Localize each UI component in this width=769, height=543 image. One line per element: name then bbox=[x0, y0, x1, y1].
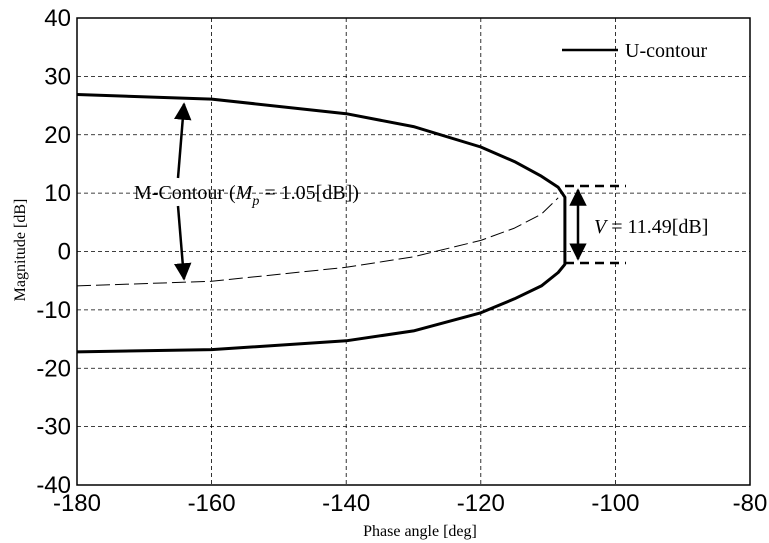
m-contour-subscript: p bbox=[251, 194, 259, 209]
x-tick-label: -140 bbox=[322, 490, 370, 517]
series-line-m-contour bbox=[76, 197, 559, 287]
x-tick-label: -80 bbox=[733, 490, 768, 517]
legend: U-contour bbox=[562, 40, 708, 62]
m-contour-symbol: M bbox=[235, 182, 254, 204]
x-tick-label: -120 bbox=[457, 490, 505, 517]
y-tick-label: -10 bbox=[36, 297, 71, 324]
m-contour-label: M-Contour (Mp = 1.05[dB]) bbox=[134, 182, 359, 209]
grid bbox=[77, 18, 750, 485]
x-tick-label: -100 bbox=[591, 490, 639, 517]
x-tick-label: -180 bbox=[53, 490, 101, 517]
m-contour-label-text: M-Contour ( bbox=[134, 182, 236, 204]
plot-frame bbox=[76, 17, 751, 486]
y-tick-label: -30 bbox=[36, 414, 71, 441]
y-tick-label: -40 bbox=[36, 472, 71, 499]
y-tick-label: -20 bbox=[36, 355, 71, 382]
y-tick-label: 40 bbox=[44, 5, 71, 32]
y-tick-label: 0 bbox=[58, 239, 71, 266]
m-contour-arrow-down bbox=[173, 205, 192, 281]
series-line-u-contour bbox=[76, 93, 567, 354]
y-tick-label: 30 bbox=[44, 63, 71, 90]
m-contour-arrow-up bbox=[174, 102, 192, 179]
y-tick-label: 20 bbox=[44, 122, 71, 149]
x-axis-title: Phase angle [deg] bbox=[363, 523, 477, 540]
legend-label-u-contour: U-contour bbox=[625, 40, 708, 62]
v-symbol: V bbox=[594, 216, 609, 238]
y-tick-label: 10 bbox=[44, 180, 71, 207]
x-tick-label: -160 bbox=[188, 490, 236, 517]
v-value: = 11.49[dB] bbox=[606, 216, 708, 238]
tick-labels: -180 -160 -140 -120 -100 -80 40 30 20 10 0 -10 -20 -3… bbox=[36, 5, 767, 517]
v-label: V = 11.49[dB] bbox=[594, 216, 708, 238]
series-layer bbox=[76, 93, 567, 354]
v-annotation: V = 11.49[dB] bbox=[565, 184, 708, 265]
m-contour-value: = 1.05[dB]) bbox=[259, 182, 359, 204]
m-contour-annotation: M-Contour (Mp = 1.05[dB]) bbox=[134, 102, 359, 281]
y-axis-title: Magnitude [dB] bbox=[12, 199, 29, 302]
